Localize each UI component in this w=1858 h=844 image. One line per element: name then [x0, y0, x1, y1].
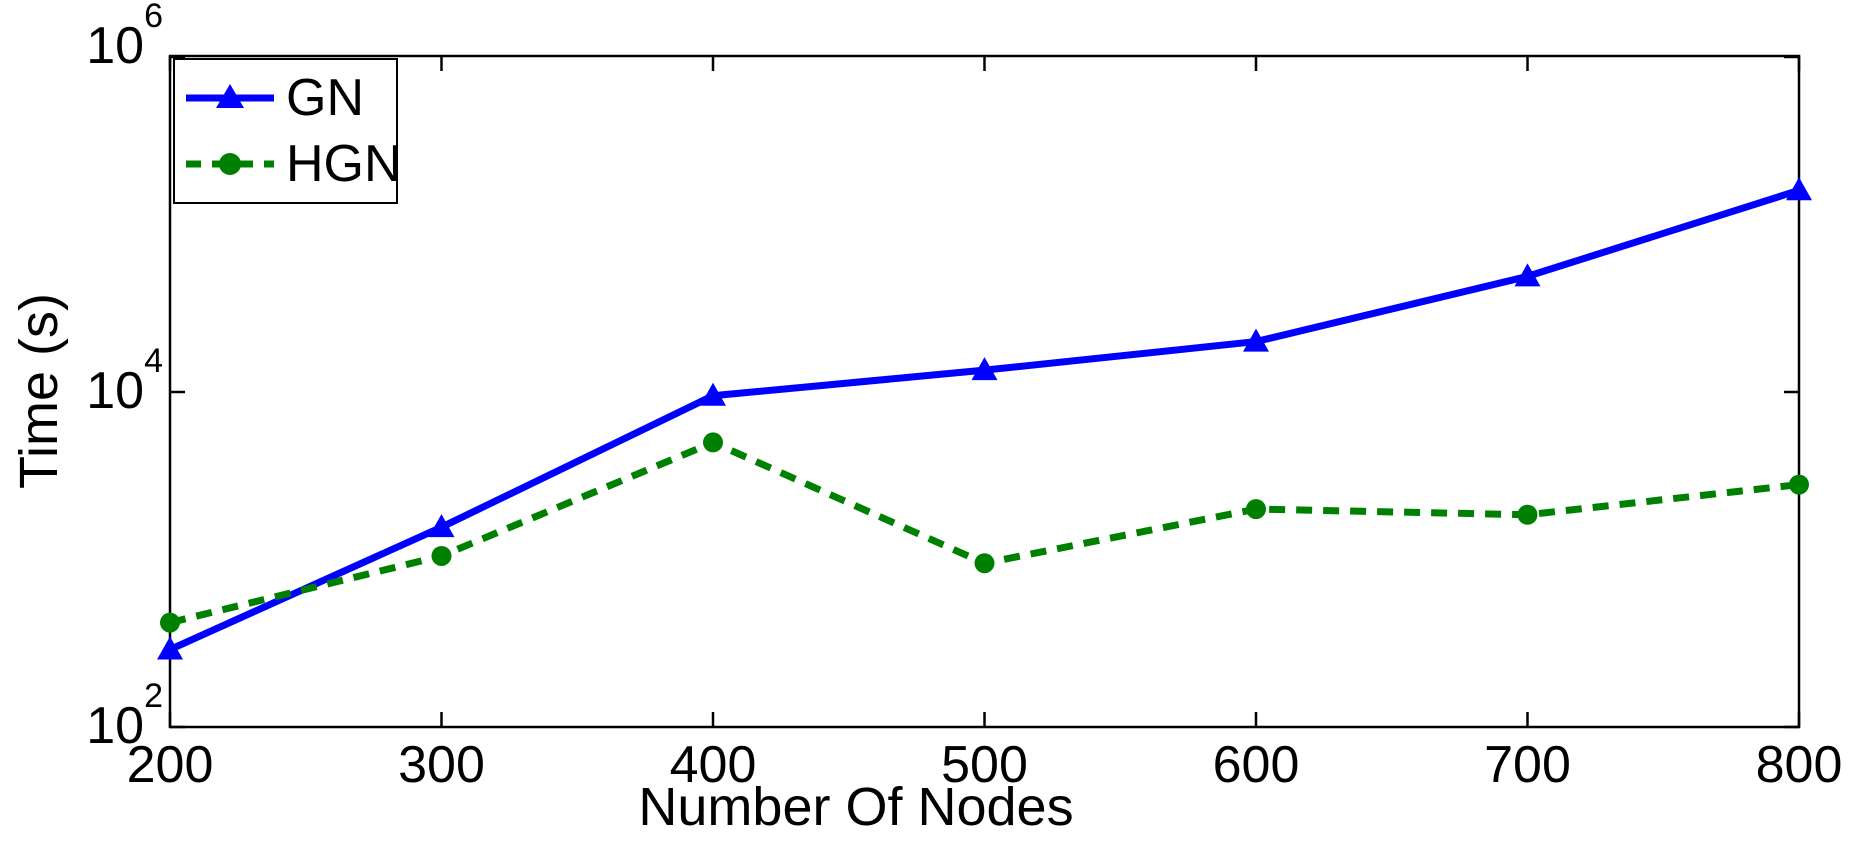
legend-item-hgn: HGN	[184, 135, 402, 193]
data-point-marker-hgn	[703, 432, 723, 453]
data-point-marker-gn	[971, 357, 998, 381]
data-point-marker-gn	[428, 514, 455, 538]
data-point-marker-hgn	[160, 612, 180, 633]
legend-sample-hgn-icon	[186, 153, 274, 176]
legend-hgn-circle-marker-icon	[219, 153, 241, 176]
x-tick-label: 300	[398, 736, 485, 794]
data-point-marker-hgn	[1246, 499, 1266, 520]
legend-label-gn: GN	[286, 68, 364, 127]
x-tick-label: 400	[670, 736, 757, 794]
data-point-marker-hgn	[431, 545, 452, 566]
data-point-marker-gn	[1786, 177, 1812, 201]
data-point-marker-gn	[1514, 263, 1541, 287]
data-point-marker-gn	[1243, 328, 1269, 352]
y-tick-label: 104	[86, 342, 163, 420]
y-axis-tick-labels: 102 104 106	[86, 0, 163, 755]
x-tick-label: 800	[1756, 736, 1843, 794]
x-tick-label: 700	[1484, 736, 1571, 794]
y-axis-label: Time (s)	[9, 293, 69, 489]
data-series	[157, 177, 1812, 660]
legend-gn-triangle-marker-icon	[216, 83, 244, 108]
legend-sample-gn-icon	[186, 83, 274, 108]
y-tick-label: 102	[86, 677, 163, 755]
data-point-marker-hgn	[1789, 474, 1809, 495]
x-tick-label: 500	[941, 736, 1028, 794]
data-point-marker-hgn	[1517, 504, 1538, 525]
legend-label-hgn: HGN	[286, 135, 402, 194]
data-point-marker-gn	[157, 636, 183, 660]
legend: GN HGN	[173, 58, 402, 204]
x-axis-tick-labels: 200 300 400 500 600 700 800	[127, 736, 1843, 794]
legend-item-gn: GN	[184, 69, 396, 127]
x-axis-label: Number Of Nodes	[638, 777, 1073, 837]
x-tick-label: 200	[127, 736, 214, 794]
x-tick-label: 600	[1213, 736, 1300, 794]
data-point-marker-hgn	[974, 553, 995, 574]
y-tick-label: 106	[86, 0, 163, 75]
plot-area	[168, 54, 1801, 729]
data-point-marker-gn	[700, 382, 726, 406]
axis-tick-marks	[168, 55, 1801, 729]
